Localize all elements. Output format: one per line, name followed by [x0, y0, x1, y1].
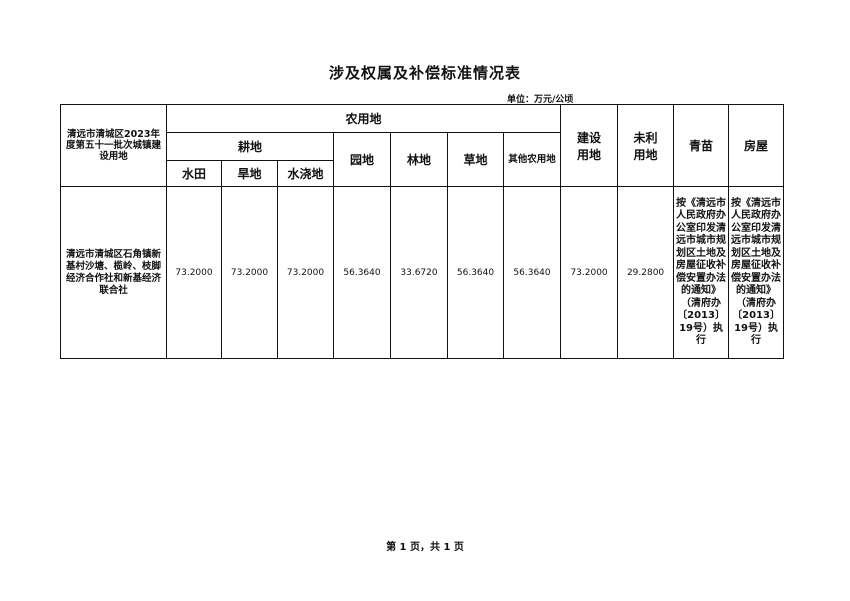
page-title: 涉及权属及补偿标准情况表	[328, 64, 521, 82]
header-garden: 园地	[333, 132, 391, 187]
cell-unused: 29.2800	[617, 186, 675, 359]
cell-houses: 按《清远市人民政府办公室印发清远市城市规划区土地及房屋征收补偿安置办法的通知》（…	[728, 186, 785, 359]
cell-garden: 56.3640	[333, 186, 391, 359]
header-project: 清远市清城区2023年度第五十一批次城镇建设用地	[60, 104, 167, 187]
cell-grass: 56.3640	[447, 186, 504, 359]
header-irrigated: 水浇地	[277, 160, 334, 187]
cell-construction: 73.2000	[560, 186, 619, 359]
header-construction: 建设用地	[560, 104, 619, 187]
cell-forest: 33.6720	[390, 186, 448, 359]
header-forest: 林地	[390, 132, 448, 187]
cell-crops: 按《清远市人民政府办公室印发清远市城市规划区土地及房屋征收补偿安置办法的通知》（…	[673, 186, 730, 359]
cell-dry: 73.2000	[221, 186, 278, 359]
cell-irrigated: 73.2000	[277, 186, 334, 359]
header-crops: 青苗	[673, 104, 730, 187]
header-unused: 未利用地	[617, 104, 675, 187]
compensation-table: 清远市清城区2023年度第五十一批次城镇建设用地 农用地 建设用地 未利用地 青…	[60, 104, 785, 359]
header-houses: 房屋	[728, 104, 785, 187]
header-paddy: 水田	[166, 160, 222, 187]
cell-other-agri: 56.3640	[502, 186, 562, 359]
header-cultivated: 耕地	[166, 132, 334, 161]
header-other-agri: 其他农用地	[502, 132, 562, 187]
unit-label: 单位：万元/公顷	[507, 95, 574, 105]
header-grass: 草地	[447, 132, 504, 187]
cell-paddy: 73.2000	[166, 186, 222, 359]
table-row: 清远市清城区石角镇新基村沙塘、榄岭、枝脚经济合作社和新基经济联合社 73.200…	[60, 186, 785, 359]
cell-owner: 清远市清城区石角镇新基村沙塘、榄岭、枝脚经济合作社和新基经济联合社	[60, 186, 167, 359]
page-footer: 第 1 页，共 1 页	[386, 542, 464, 553]
header-agricultural: 农用地	[165, 104, 562, 133]
header-dry: 旱地	[221, 160, 278, 187]
